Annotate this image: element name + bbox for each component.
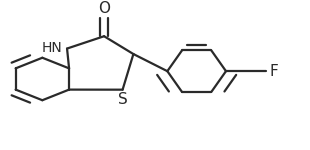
Text: O: O bbox=[98, 1, 110, 16]
Text: F: F bbox=[269, 64, 278, 79]
Text: S: S bbox=[118, 92, 128, 107]
Text: HN: HN bbox=[42, 41, 62, 55]
